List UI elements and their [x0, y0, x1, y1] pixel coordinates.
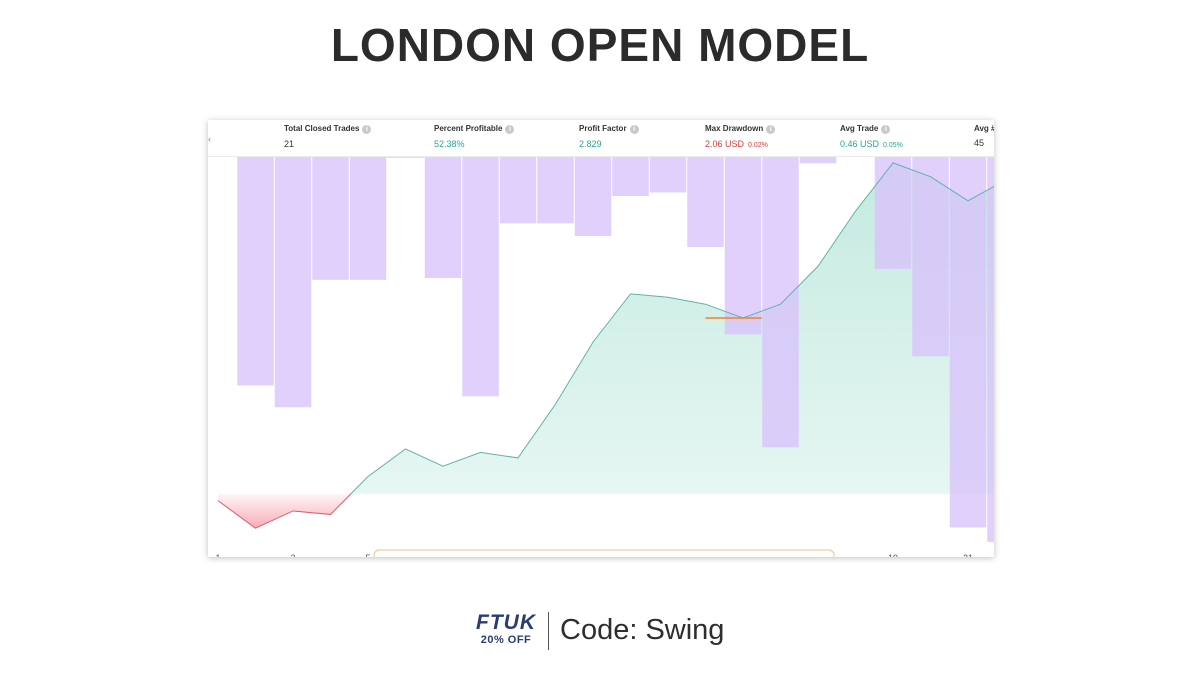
- range-slider: [373, 549, 835, 557]
- drawdown-bar: [912, 156, 949, 357]
- equity-profit-area: [350, 162, 994, 494]
- drawdown-bar: [799, 156, 837, 164]
- promo-footer: FTUK 20% OFF Code: Swing: [0, 610, 1200, 652]
- x-tick-label: 3: [290, 553, 295, 557]
- drawdown-bar: [987, 156, 994, 542]
- stat-avg-trade: Avg Trade i 0.46 USD 0.05%: [840, 124, 903, 152]
- drawdown-bar: [237, 156, 274, 386]
- stat-total-closed-trades: Total Closed Trades i 21: [284, 124, 372, 152]
- stat-value: 2.06 USD: [705, 139, 745, 149]
- stat-percent-profitable: Percent Profitable i 52.38%: [434, 124, 515, 152]
- stat-label: Total Closed Trades: [284, 124, 360, 133]
- stat-max-drawdown: Max Drawdown i 2.06 USD 0.02%: [705, 124, 776, 152]
- stat-value: 2.829: [579, 139, 602, 149]
- promo-code: Code: Swing: [560, 614, 725, 646]
- brand-name: FTUK: [476, 611, 536, 634]
- drawdown-bar: [687, 156, 724, 248]
- scroll-left-icon[interactable]: ‹: [208, 134, 211, 144]
- drawdown-bar: [537, 156, 574, 224]
- drawdown-bar: [874, 156, 912, 269]
- stat-value: 45: [974, 138, 985, 148]
- stat-value: 0.46 USD: [840, 139, 880, 149]
- drawdown-bar: [349, 156, 387, 280]
- footer-divider: [548, 612, 549, 650]
- drawdown-bar: [612, 156, 649, 197]
- x-tick-label: 21: [963, 553, 973, 557]
- info-icon[interactable]: i: [362, 125, 372, 134]
- brand-offer: 20% OFF: [480, 634, 532, 646]
- info-icon[interactable]: i: [629, 125, 639, 134]
- stat-percent: 0.02%: [748, 142, 768, 149]
- drawdown-bar: [424, 156, 462, 278]
- ftuk-logo: FTUK 20% OFF: [474, 611, 538, 647]
- stat-profit-factor: Profit Factor i 2.829: [579, 124, 639, 152]
- equity-profit-line: [350, 162, 994, 495]
- stat-label: Avg Trade: [840, 124, 879, 133]
- equity-loss-line: [217, 493, 352, 529]
- stat-label: Profit Factor: [579, 124, 627, 133]
- x-tick-label: 1: [215, 553, 220, 557]
- drawdown-bar: [312, 156, 349, 280]
- info-icon[interactable]: i: [881, 125, 891, 134]
- page-title: LONDON OPEN MODEL: [330, 19, 870, 71]
- stat-percent: 0.05%: [883, 142, 903, 149]
- stat-avg-bars: Avg # 45: [974, 124, 994, 151]
- drawdown-bar: [762, 156, 799, 448]
- stat-label: Avg #: [974, 124, 994, 133]
- drawdown-bar: [949, 156, 987, 528]
- stat-label: Max Drawdown: [705, 124, 764, 133]
- drawdown-bar: [724, 156, 762, 335]
- drawdown-bar: [499, 156, 537, 224]
- x-tick-label: 19: [888, 553, 898, 557]
- x-tick-label: 5: [365, 553, 370, 557]
- drawdown-bar: [649, 156, 687, 193]
- stat-value: 21: [284, 139, 295, 149]
- info-icon[interactable]: i: [505, 125, 515, 134]
- info-icon[interactable]: i: [766, 125, 776, 134]
- drawdown-bar: [462, 156, 499, 397]
- drawdown-bar: [574, 156, 612, 237]
- equity-drawdown-chart: 1 3 5 19 21: [215, 156, 994, 557]
- stat-value: 52.38%: [434, 139, 465, 149]
- equity-loss-area: [218, 493, 351, 529]
- stat-label: Percent Profitable: [434, 124, 503, 133]
- drawdown-bar: [274, 156, 312, 408]
- performance-summary-bar: ‹ Total Closed Trades i 21 Percent Profit…: [208, 120, 994, 157]
